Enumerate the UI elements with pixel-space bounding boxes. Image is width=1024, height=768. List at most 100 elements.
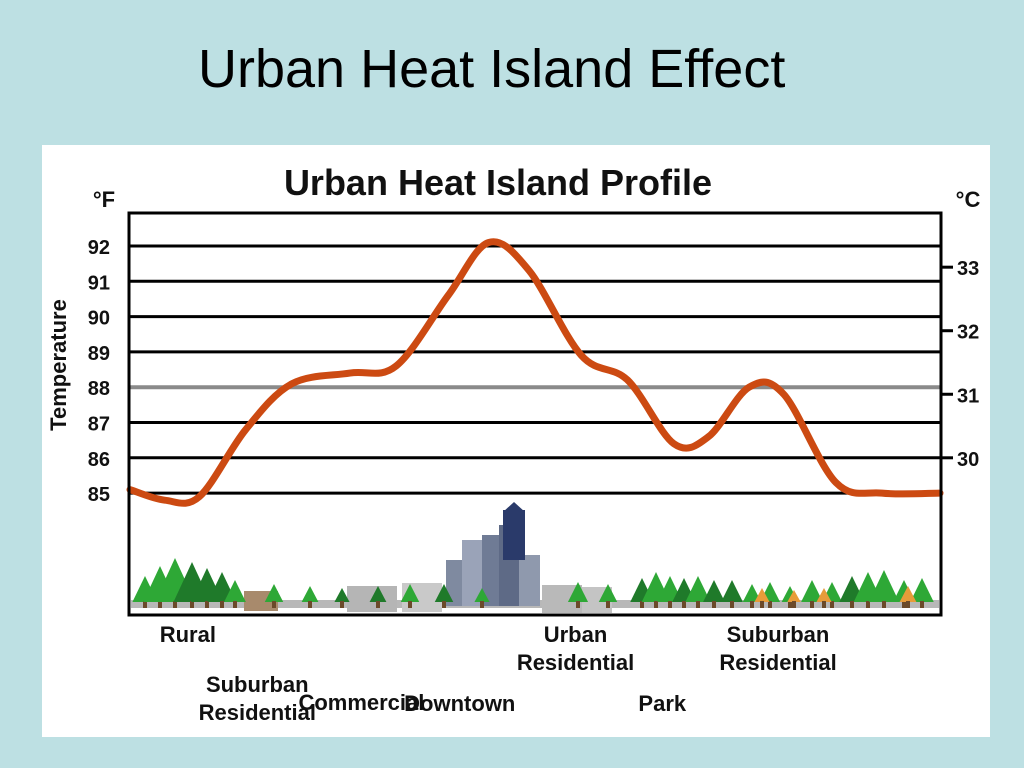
fahrenheit-tick-label: 86: [88, 449, 110, 471]
tree-trunk: [866, 601, 870, 608]
skyscraper-icon: [503, 502, 525, 512]
landscape-illustration: [131, 502, 939, 613]
zone-label: Suburban Residential: [199, 672, 316, 725]
zone-label-line: Commercial: [298, 690, 424, 715]
zone-label: Rural: [160, 622, 216, 647]
zone-label-line: Suburban: [727, 622, 830, 647]
tree-icon: [868, 570, 900, 602]
tree-icon: [754, 588, 770, 602]
tree-trunk: [233, 601, 237, 608]
tree-trunk: [682, 601, 686, 608]
y-axis-label: Temperature: [46, 299, 71, 431]
tree-trunk: [340, 601, 344, 608]
chart-title: Urban Heat Island Profile: [284, 162, 712, 203]
zone-label-line: Residential: [199, 700, 316, 725]
fahrenheit-tick-label: 85: [88, 484, 110, 506]
zone-label-line: Residential: [719, 650, 836, 675]
tree-trunk: [810, 601, 814, 608]
fahrenheit-tick-label: 92: [88, 237, 110, 259]
slide-title: Urban Heat Island Effect: [198, 39, 786, 99]
tree-icon: [567, 582, 589, 602]
tree-icon: [899, 586, 917, 602]
tree-trunk: [442, 601, 446, 608]
fahrenheit-tick-label: 88: [88, 378, 110, 400]
tree-trunk: [220, 601, 224, 608]
heat-island-chart: Urban Heat Island Profile °F °C Temperat…: [46, 162, 981, 725]
tree-trunk: [173, 601, 177, 608]
tree-icon: [685, 576, 711, 602]
tick-labels: 92 91 90 89 88 87 86 85 33 32 31 30: [88, 237, 980, 506]
zone-label-line: Downtown: [404, 691, 515, 716]
tree-trunk: [792, 601, 796, 608]
tree-icon: [369, 586, 387, 602]
tree-icon: [742, 584, 762, 602]
tree-trunk: [920, 601, 924, 608]
tree-icon: [703, 580, 725, 602]
tree-icon: [910, 578, 934, 602]
tree-trunk: [850, 601, 854, 608]
celsius-tick-label: 33: [957, 258, 979, 280]
fahrenheit-tick-label: 90: [88, 308, 110, 330]
tree-trunk: [408, 601, 412, 608]
tree-trunk: [576, 601, 580, 608]
tree-icon: [801, 580, 823, 602]
gridlines: [129, 244, 941, 495]
tree-trunk: [640, 601, 644, 608]
tree-trunk: [158, 601, 162, 608]
tree-trunk: [143, 601, 147, 608]
temperature-curve: [126, 238, 944, 507]
zone-label-line: Residential: [517, 650, 634, 675]
celsius-tick-label: 32: [957, 322, 979, 344]
celsius-unit: °C: [956, 187, 981, 212]
fahrenheit-tick-label: 89: [88, 343, 110, 365]
zone-label: Downtown: [404, 691, 515, 716]
skyscraper-icon: [503, 510, 525, 560]
zone-label: Park: [638, 691, 686, 716]
plot-frame: [127, 211, 943, 617]
tree-trunk: [768, 601, 772, 608]
tree-icon: [434, 584, 454, 602]
tree-trunk: [902, 601, 906, 608]
tree-trunk: [882, 601, 886, 608]
temperature-curve-layer: [126, 238, 944, 507]
tree-trunk: [606, 601, 610, 608]
tree-trunk: [696, 601, 700, 608]
tree-icon: [721, 580, 743, 602]
tree-icon: [598, 584, 618, 602]
tree-icon: [301, 586, 319, 602]
zone-label-line: Suburban: [206, 672, 309, 697]
tree-trunk: [830, 601, 834, 608]
tree-trunk: [822, 601, 826, 608]
zone-label-line: Park: [638, 691, 686, 716]
tree-trunk: [906, 601, 910, 608]
tree-trunk: [668, 601, 672, 608]
tree-trunk: [376, 601, 380, 608]
zone-label-line: Urban: [544, 622, 608, 647]
tree-trunk: [190, 601, 194, 608]
tree-trunk: [654, 601, 658, 608]
tree-trunk: [730, 601, 734, 608]
zone-label: Commercial: [298, 690, 424, 715]
tree-icon: [816, 588, 832, 602]
tree-trunk: [712, 601, 716, 608]
tree-icon: [787, 590, 801, 602]
tree-trunk: [308, 601, 312, 608]
tree-icon: [474, 588, 490, 602]
fahrenheit-tick-label: 87: [88, 414, 110, 436]
tree-icon: [264, 584, 284, 602]
tree-icon: [224, 580, 246, 602]
tree-trunk: [760, 601, 764, 608]
tree-trunk: [788, 601, 792, 608]
tree-icon: [400, 584, 420, 602]
tree-trunk: [480, 601, 484, 608]
zone-label: Suburban Residential: [719, 622, 836, 675]
tree-icon: [334, 588, 350, 602]
fahrenheit-tick-label: 91: [88, 272, 110, 294]
zone-label-line: Rural: [160, 622, 216, 647]
tree-trunk: [750, 601, 754, 608]
celsius-tick-label: 31: [957, 385, 979, 407]
tree-trunk: [272, 601, 276, 608]
celsius-tick-label: 30: [957, 449, 979, 471]
zone-label: Urban Residential: [517, 622, 634, 675]
